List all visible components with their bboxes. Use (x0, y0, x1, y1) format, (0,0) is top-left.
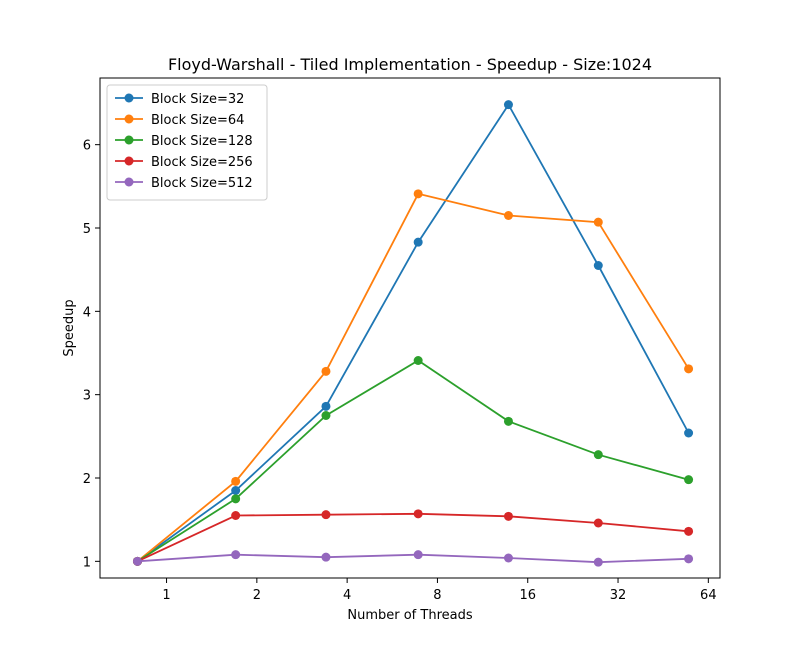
legend-label: Block Size=128 (151, 134, 253, 149)
legend-item: Block Size=512 (115, 176, 253, 191)
legend-marker (124, 135, 134, 145)
data-point (132, 556, 142, 566)
legend-marker (124, 93, 134, 103)
data-point (413, 356, 423, 365)
legend: Block Size=32 Block Size=64 Block Size=128… (106, 84, 268, 201)
data-point (503, 553, 513, 563)
data-point (684, 526, 694, 536)
data-point (684, 554, 694, 564)
series-5 (132, 550, 694, 567)
data-point (503, 511, 513, 521)
legend-marker (124, 156, 134, 166)
data-point (231, 494, 241, 504)
x-tick-label: 32 (610, 588, 627, 603)
data-point (321, 552, 331, 562)
series-1 (132, 100, 694, 566)
legend-label: Block Size=64 (151, 113, 244, 128)
data-point (593, 557, 603, 567)
data-point (321, 366, 331, 376)
data-point (413, 237, 423, 247)
series-line (137, 553, 689, 564)
x-tick-label: 16 (519, 588, 536, 603)
x-tick-label: 1 (162, 588, 170, 603)
data-point (321, 510, 331, 520)
x-axis-label: Number of Threads (347, 608, 472, 623)
series-line (136, 192, 690, 562)
legend-box (106, 84, 268, 201)
y-tick-label: 6 (83, 139, 91, 154)
legend-label: Block Size=256 (151, 155, 253, 170)
y-tick-label: 1 (83, 555, 91, 570)
data-point (684, 428, 694, 438)
data-point (413, 509, 423, 519)
legend-item: Block Size=32 (115, 92, 244, 107)
data-point (231, 476, 241, 486)
data-point (593, 261, 603, 270)
data-point (231, 511, 241, 520)
x-tick-label: 8 (433, 588, 441, 603)
data-point (503, 416, 513, 426)
data-point (684, 364, 694, 374)
data-point (231, 486, 241, 495)
legend-item: Block Size=64 (115, 113, 244, 128)
data-point (593, 217, 603, 227)
x-tick-label: 2 (253, 588, 261, 603)
y-axis-label: Speedup (62, 299, 77, 356)
legend-item: Block Size=128 (115, 134, 253, 149)
data-point (321, 411, 331, 420)
legend-marker (124, 114, 134, 124)
data-point (593, 450, 603, 460)
series-line (137, 359, 689, 563)
x-tick-label: 64 (700, 588, 717, 603)
y-tick-label: 4 (83, 305, 91, 320)
y-tick-label: 3 (83, 389, 91, 404)
legend-label: Block Size=32 (151, 92, 244, 107)
series-4 (132, 509, 694, 566)
data-point (503, 211, 513, 220)
x-tick-label: 4 (343, 588, 351, 603)
legend-label: Block Size=512 (151, 176, 253, 191)
data-point (321, 401, 331, 411)
data-point (413, 550, 423, 560)
data-point (231, 550, 241, 560)
legend-item: Block Size=256 (115, 155, 253, 170)
legend-marker (124, 177, 134, 187)
data-point (503, 100, 513, 110)
chart-title: Floyd-Warshall - Tiled Implementation - … (168, 55, 652, 74)
data-point (413, 189, 423, 199)
series-layer (132, 100, 694, 567)
x-axis: 1 2 4 8 16 32 64 (162, 578, 717, 603)
y-tick-label: 5 (83, 222, 91, 237)
series-3 (132, 356, 694, 566)
data-point (593, 518, 603, 528)
plot-area (99, 77, 721, 579)
y-axis: 1 2 3 4 5 6 (83, 139, 100, 570)
y-tick-label: 2 (83, 472, 91, 487)
data-point (684, 475, 694, 485)
series-2 (132, 189, 694, 566)
